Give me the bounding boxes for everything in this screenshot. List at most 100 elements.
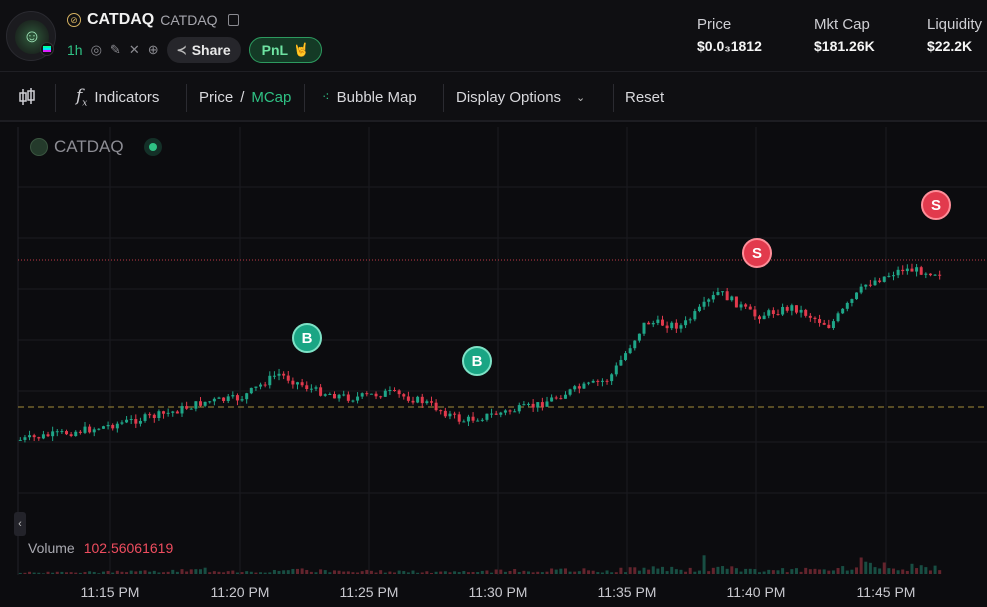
candle-body bbox=[416, 396, 420, 403]
candle-body bbox=[434, 402, 438, 411]
candle-body bbox=[924, 273, 928, 275]
volume-bar bbox=[180, 569, 184, 574]
x-social-icon[interactable]: ✕ bbox=[128, 42, 140, 57]
token-symbol: CATDAQ bbox=[160, 12, 218, 28]
volume-bar bbox=[494, 569, 498, 574]
candle-body bbox=[674, 322, 678, 329]
volume-bar bbox=[882, 562, 886, 574]
volume-bar bbox=[624, 572, 628, 574]
target-icon[interactable]: ◎ bbox=[90, 42, 102, 57]
volume-bar bbox=[41, 573, 45, 574]
volume-bar bbox=[554, 569, 558, 574]
candle-body bbox=[162, 411, 166, 414]
volume-bar bbox=[420, 572, 424, 574]
candle-body bbox=[531, 403, 535, 408]
candle-body bbox=[591, 380, 595, 383]
volume-bar bbox=[559, 568, 563, 574]
stat-liquidity: Liquidity $22.2K bbox=[927, 16, 987, 54]
link-icon[interactable]: ✎ bbox=[109, 42, 121, 57]
volume-bar bbox=[300, 568, 304, 574]
candle-body bbox=[411, 400, 415, 403]
pnl-button[interactable]: PnL 🤘 bbox=[248, 37, 323, 63]
volume-bar bbox=[503, 571, 507, 574]
candle-body bbox=[513, 411, 517, 413]
candle-body bbox=[554, 397, 558, 399]
volume-bar bbox=[822, 569, 826, 574]
volume-bar bbox=[614, 572, 618, 574]
candle-body bbox=[388, 389, 392, 391]
token-mini-icon bbox=[30, 138, 48, 156]
candle-body bbox=[129, 419, 133, 421]
candle-type-button[interactable] bbox=[18, 72, 36, 122]
volume-bar bbox=[74, 572, 78, 574]
volume-bar bbox=[730, 566, 734, 574]
candle-body bbox=[166, 412, 170, 414]
candle-body bbox=[753, 309, 757, 317]
volume-bar bbox=[721, 566, 725, 574]
display-options-dropdown[interactable]: Display Options ⌄ bbox=[456, 72, 585, 122]
volume-bar bbox=[291, 568, 295, 574]
candle-body bbox=[494, 413, 498, 415]
candle-body bbox=[614, 365, 618, 375]
buy-marker[interactable]: B bbox=[292, 323, 322, 353]
candle-body bbox=[97, 428, 101, 430]
chart-watermark: CATDAQ bbox=[30, 137, 162, 157]
candle-body bbox=[69, 434, 73, 437]
reset-button[interactable]: Reset bbox=[625, 72, 664, 122]
stat-price-label: Price bbox=[697, 16, 732, 33]
candle-body bbox=[610, 374, 614, 382]
volume-bar bbox=[245, 571, 249, 574]
volume-bar bbox=[915, 568, 919, 574]
live-status-icon bbox=[143, 138, 162, 156]
bubble-map-button[interactable]: ⁖ Bubble Map bbox=[322, 72, 417, 122]
candle-body bbox=[818, 319, 822, 323]
volume-bar bbox=[471, 572, 475, 574]
candle-body bbox=[148, 414, 152, 416]
volume-bar bbox=[568, 571, 572, 574]
candle-body bbox=[679, 325, 683, 329]
mcap-toggle-label[interactable]: MCap bbox=[251, 88, 292, 106]
collapse-panel-button[interactable]: ‹ bbox=[14, 512, 26, 536]
sell-marker[interactable]: S bbox=[742, 238, 772, 268]
copy-icon[interactable] bbox=[227, 14, 239, 26]
candle-body bbox=[268, 375, 272, 386]
sell-marker[interactable]: S bbox=[921, 190, 951, 220]
candle-body bbox=[60, 431, 64, 433]
candle-body bbox=[808, 315, 812, 318]
volume-bar bbox=[785, 572, 789, 574]
volume-bar bbox=[734, 568, 738, 574]
price-chart[interactable] bbox=[0, 124, 987, 607]
volume-bar bbox=[619, 567, 623, 574]
volume-bar bbox=[808, 569, 812, 574]
candle-body bbox=[259, 384, 263, 387]
price-mcap-toggle[interactable]: Price / MCap bbox=[199, 72, 291, 122]
candle-body bbox=[319, 387, 323, 396]
volume-bar bbox=[162, 572, 166, 574]
volume-bar bbox=[129, 570, 133, 574]
candle-body bbox=[647, 322, 651, 325]
candle-body bbox=[300, 382, 304, 386]
candle-body bbox=[845, 302, 849, 309]
candle-body bbox=[471, 416, 475, 421]
volume-bar bbox=[208, 572, 212, 574]
volume-bar bbox=[328, 572, 332, 574]
globe-icon[interactable]: ⊕ bbox=[147, 42, 159, 57]
indicators-button[interactable]: fx Indicators bbox=[76, 72, 159, 122]
volume-bar bbox=[23, 572, 27, 574]
buy-marker[interactable]: B bbox=[462, 346, 492, 376]
share-button[interactable]: ≺ Share bbox=[166, 37, 241, 63]
volume-bar bbox=[51, 572, 55, 574]
candle-body bbox=[827, 324, 831, 329]
candle-body bbox=[910, 268, 914, 272]
candle-body bbox=[697, 306, 701, 312]
token-meta-row: 1h ◎ ✎ ✕ ⊕ ≺ Share PnL 🤘 bbox=[67, 37, 323, 63]
volume-bar bbox=[697, 570, 701, 574]
volume-bar bbox=[434, 571, 438, 574]
candle-body bbox=[453, 413, 457, 415]
price-toggle-label[interactable]: Price bbox=[199, 88, 234, 106]
volume-bar bbox=[670, 566, 674, 574]
volume-label: Volume bbox=[28, 540, 75, 556]
volume-bar bbox=[781, 568, 785, 574]
volume-bar bbox=[166, 571, 170, 574]
